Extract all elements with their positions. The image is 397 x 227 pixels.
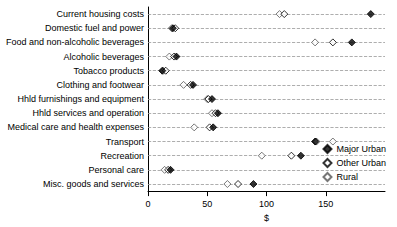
svg-text:Current housing costs: Current housing costs <box>56 9 144 19</box>
svg-text:Medical care and health expens: Medical care and health expenses <box>7 122 144 132</box>
svg-text:$: $ <box>264 213 269 223</box>
svg-text:0: 0 <box>145 199 150 209</box>
svg-text:Transport: Transport <box>106 137 145 147</box>
svg-text:Hhld services and operation: Hhld services and operation <box>32 108 144 118</box>
svg-text:Food and non-alcoholic beverag: Food and non-alcoholic beverages <box>6 37 145 47</box>
svg-text:Recreation: Recreation <box>100 151 144 161</box>
svg-text:100: 100 <box>259 199 274 209</box>
svg-text:Hhld furnishings and equipment: Hhld furnishings and equipment <box>17 94 144 104</box>
svg-text:Rural: Rural <box>336 172 358 182</box>
svg-text:Misc. goods and services: Misc. goods and services <box>43 179 145 189</box>
svg-text:50: 50 <box>202 199 212 209</box>
svg-text:Domestic fuel and power: Domestic fuel and power <box>45 23 144 33</box>
svg-text:Alcoholic beverages: Alcoholic beverages <box>63 52 144 62</box>
svg-text:150: 150 <box>318 199 333 209</box>
svg-text:Clothing and footwear: Clothing and footwear <box>56 80 144 90</box>
svg-text:Tobacco products: Tobacco products <box>73 66 144 76</box>
svg-text:Personal care: Personal care <box>88 165 144 175</box>
svg-text:Other Urban: Other Urban <box>336 158 386 168</box>
svg-text:Major Urban: Major Urban <box>336 144 386 154</box>
